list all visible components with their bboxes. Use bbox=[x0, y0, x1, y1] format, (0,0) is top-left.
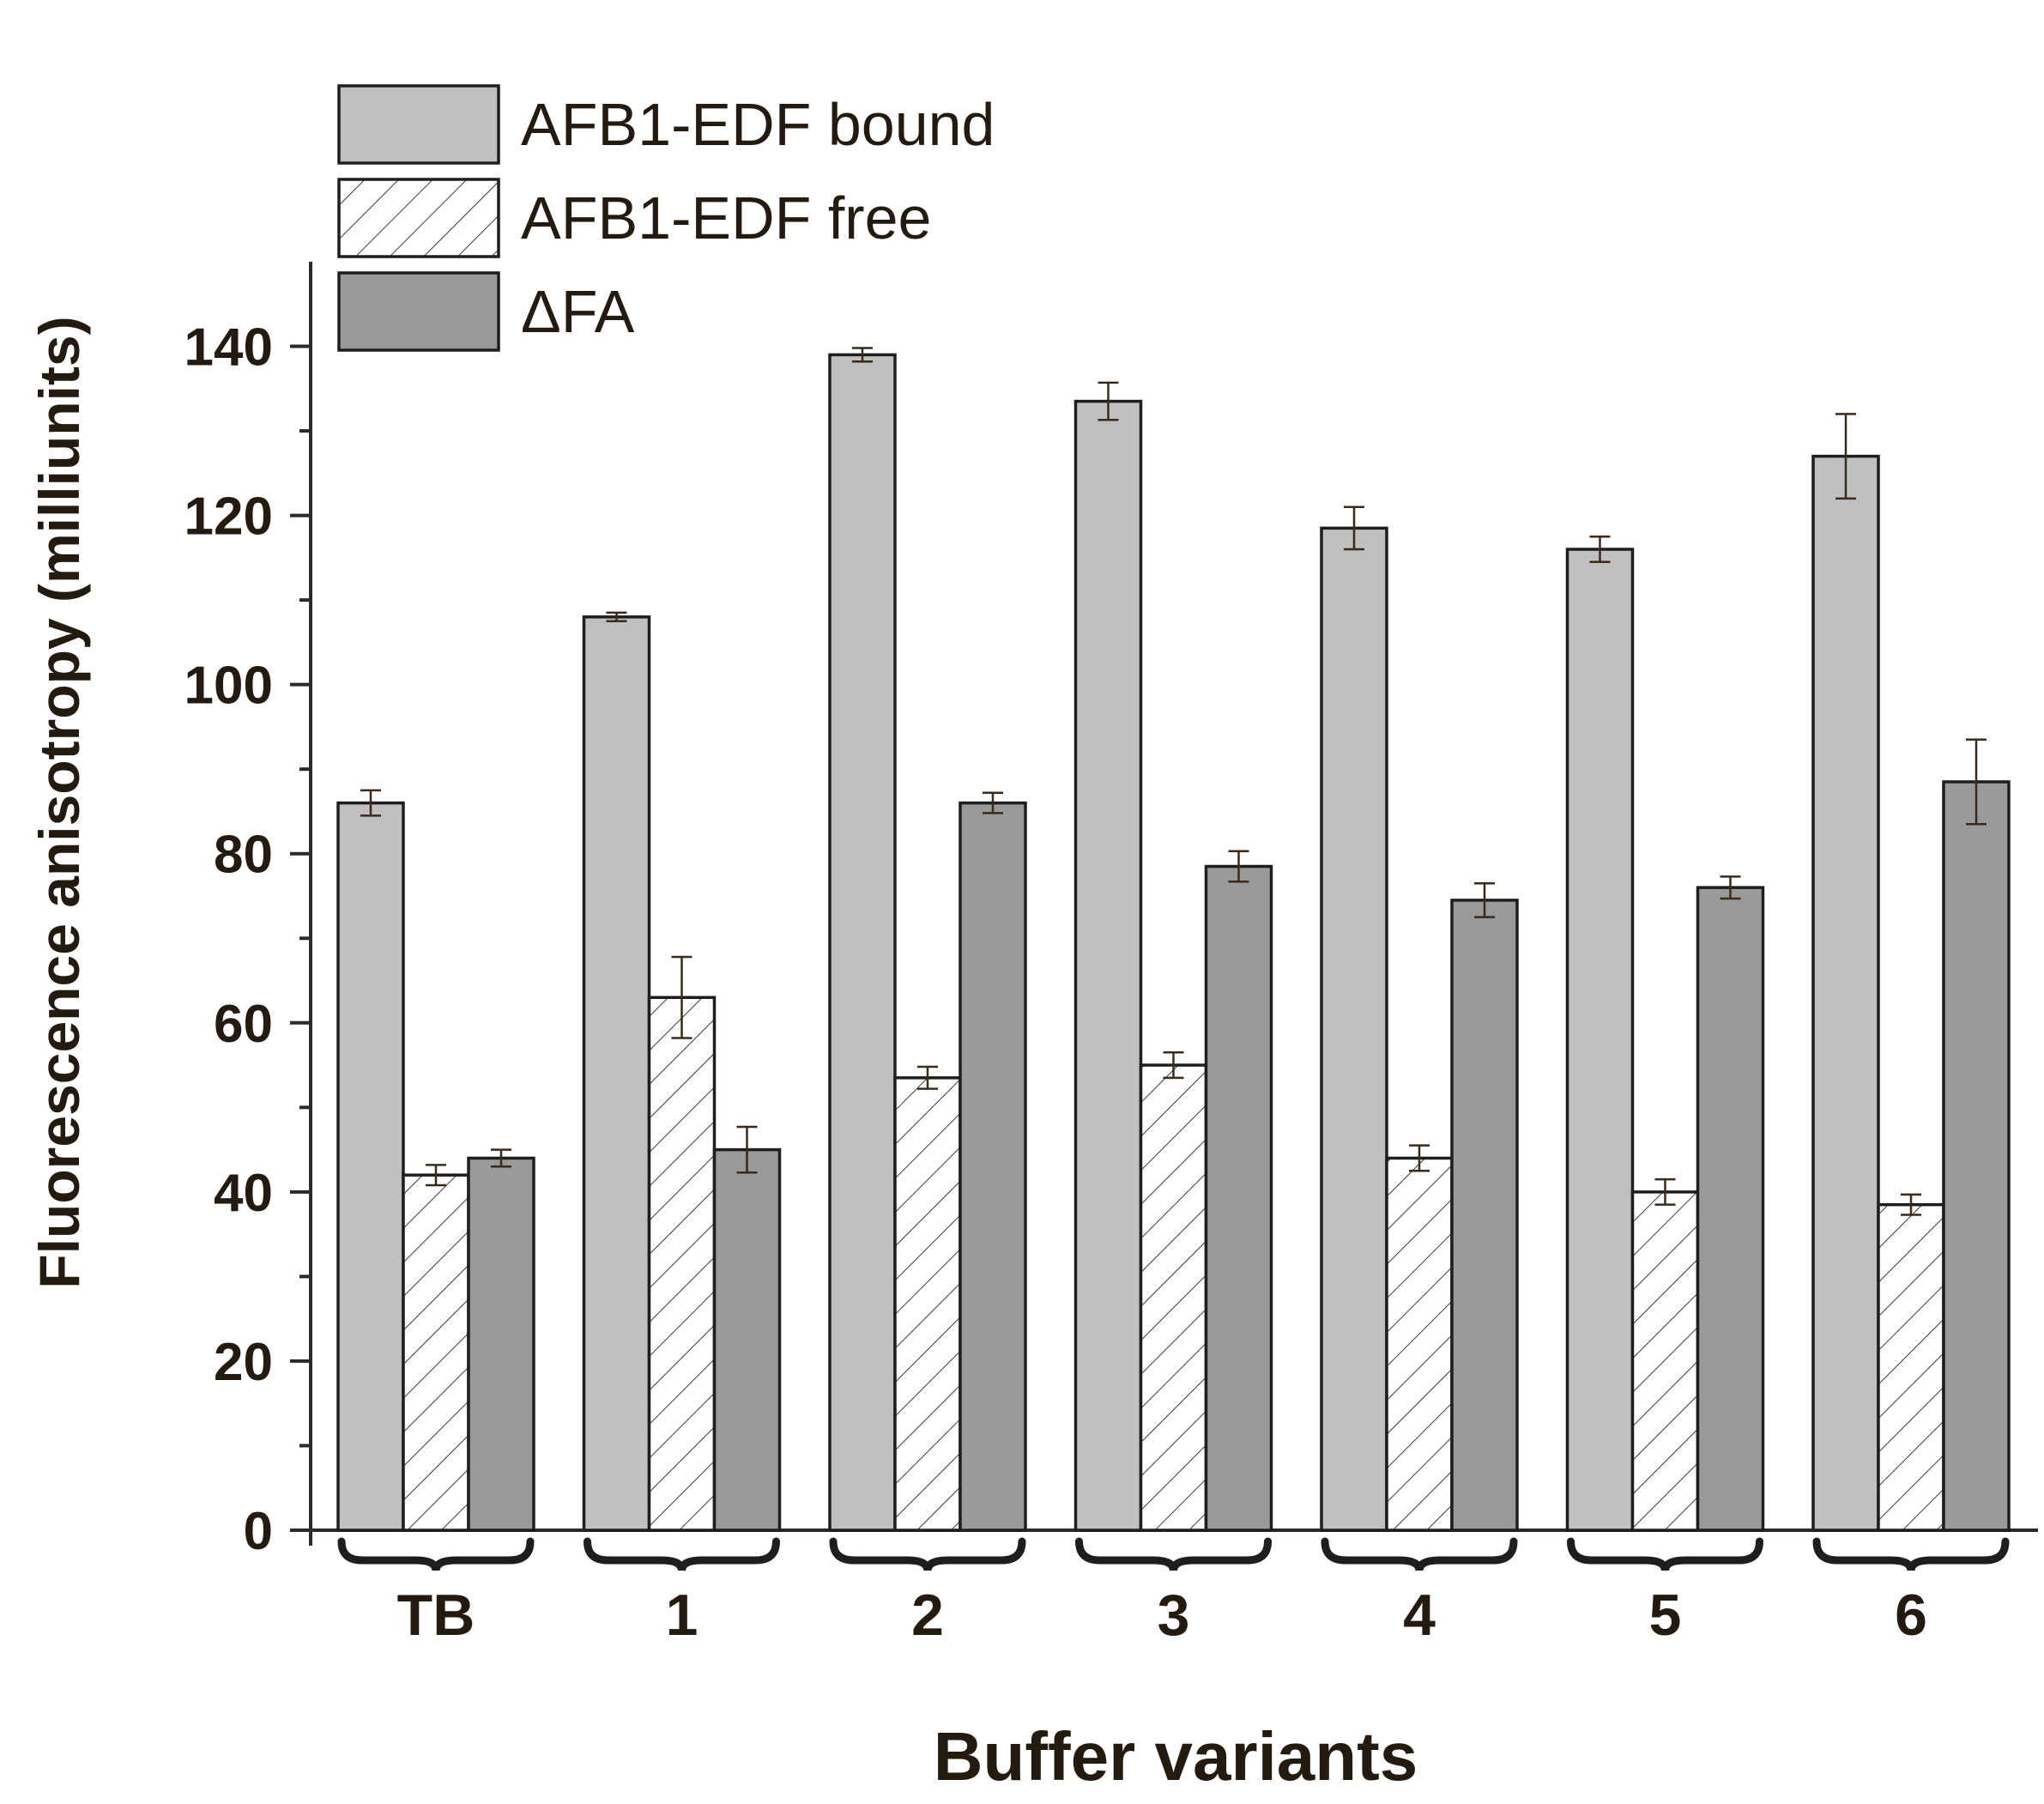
bar-AFB1-EDF bound-3 bbox=[1073, 399, 1143, 1532]
category-brace-6 bbox=[1812, 1537, 2010, 1571]
bar-AFB1-EDF free-3 bbox=[1139, 1063, 1208, 1532]
x-tick-label-1: 1 bbox=[666, 1583, 698, 1648]
category-brace-1 bbox=[584, 1537, 780, 1571]
x-tick-label-2: 2 bbox=[911, 1583, 944, 1648]
bar-AFB1-EDF bound-6 bbox=[1811, 454, 1880, 1532]
bar-ΔFA-1 bbox=[712, 1147, 782, 1532]
legend-swatch-AFB1-EDF free bbox=[337, 178, 500, 258]
y-tick-label-80: 80 bbox=[214, 826, 273, 885]
y-tick-label-100: 100 bbox=[184, 657, 273, 716]
bar-AFB1-EDF bound-TB bbox=[336, 801, 405, 1532]
bar-AFB1-EDF free-TB bbox=[402, 1173, 470, 1532]
x-tick-label-TB: TB bbox=[397, 1583, 475, 1648]
x-tick-label-4: 4 bbox=[1403, 1583, 1436, 1648]
bar-AFB1-EDF bound-4 bbox=[1320, 526, 1388, 1532]
category-brace-5 bbox=[1567, 1537, 1763, 1571]
bar-ΔFA-TB bbox=[467, 1156, 535, 1532]
legend-swatch-AFB1-EDF bound bbox=[337, 84, 500, 165]
bar-AFB1-EDF free-6 bbox=[1877, 1202, 1945, 1532]
plot-area: 0 20 40 60 80 100 120 140 TB 1 2 3 4 5 6 bbox=[184, 262, 2038, 1648]
bar-ΔFA-2 bbox=[959, 801, 1027, 1532]
y-tick-label-120: 120 bbox=[184, 487, 273, 547]
x-tick-label-5: 5 bbox=[1649, 1583, 1682, 1648]
y-tick-label-40: 40 bbox=[214, 1164, 273, 1223]
bar-ΔFA-4 bbox=[1450, 899, 1519, 1532]
bar-AFB1-EDF bound-1 bbox=[582, 615, 651, 1532]
y-tick-label-60: 60 bbox=[214, 995, 273, 1054]
bar-AFB1-EDF bound-5 bbox=[1565, 548, 1635, 1532]
category-brace-TB bbox=[337, 1537, 535, 1571]
bar-AFB1-EDF free-2 bbox=[893, 1076, 962, 1532]
bar-AFB1-EDF free-4 bbox=[1385, 1156, 1454, 1532]
category-brace-3 bbox=[1075, 1537, 1272, 1571]
bar-AFB1-EDF free-1 bbox=[647, 996, 717, 1532]
legend-swatch-ΔFA bbox=[337, 271, 500, 352]
x-tick-label-6: 6 bbox=[1895, 1583, 1927, 1648]
category-brace-2 bbox=[829, 1537, 1026, 1571]
legend: AFB1-EDF bound AFB1-EDF free ΔFA bbox=[337, 84, 995, 352]
y-tick-label-0: 0 bbox=[244, 1502, 273, 1561]
category-brace-4 bbox=[1321, 1537, 1518, 1571]
bar-ΔFA-3 bbox=[1204, 864, 1273, 1532]
y-tick-label-20: 20 bbox=[214, 1333, 273, 1392]
bar-ΔFA-6 bbox=[1942, 780, 2011, 1532]
legend-label-AFB1-EDF free: AFB1-EDF free bbox=[521, 185, 931, 251]
x-tick-label-3: 3 bbox=[1158, 1583, 1190, 1648]
legend-label-ΔFA: ΔFA bbox=[521, 278, 635, 345]
y-axis-title: Fluorescence anisotropy (milliunits) bbox=[27, 316, 91, 1288]
x-axis-title: Buffer variants bbox=[934, 1718, 1418, 1795]
bar-ΔFA-5 bbox=[1696, 886, 1765, 1532]
bar-AFB1-EDF free-5 bbox=[1630, 1190, 1700, 1532]
bar-AFB1-EDF bound-2 bbox=[828, 353, 897, 1532]
y-tick-label-140: 140 bbox=[184, 318, 273, 378]
legend-label-AFB1-EDF bound: AFB1-EDF bound bbox=[521, 91, 995, 158]
